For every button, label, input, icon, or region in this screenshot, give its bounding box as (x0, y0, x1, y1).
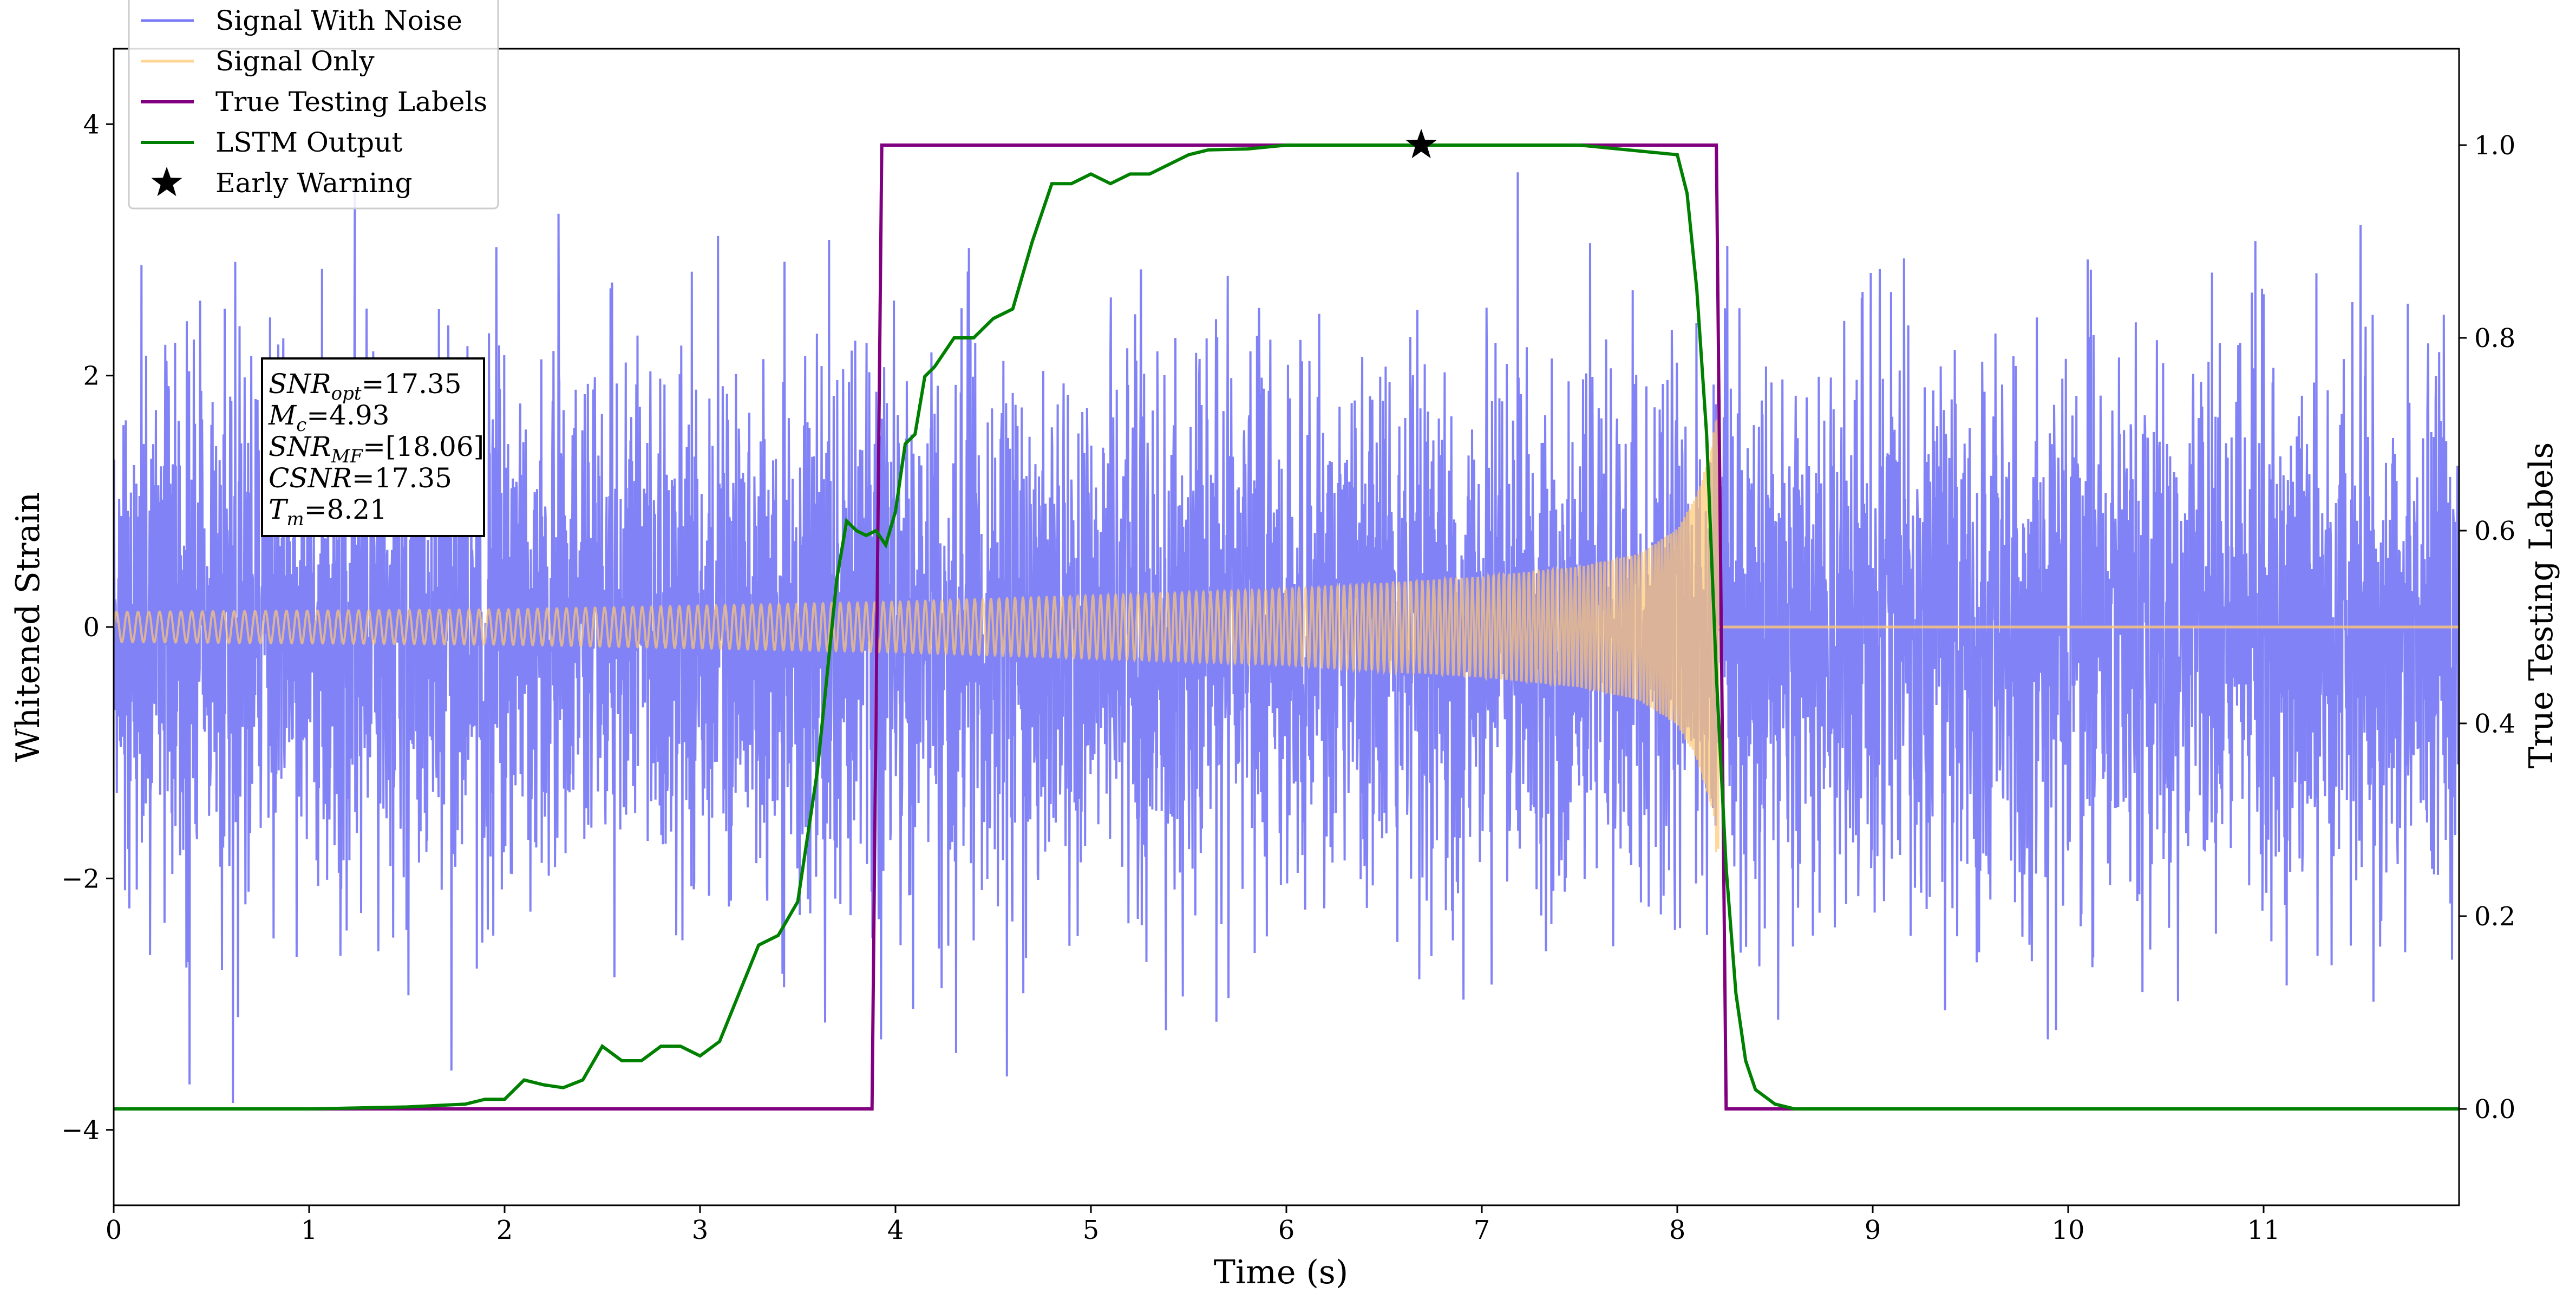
annotation-line: SNRopt=17.35 (269, 368, 462, 404)
legend: Signal With Noise Signal Only True Testing… (128, 0, 499, 210)
y-axis-label: Whitened Strain (9, 492, 47, 762)
annotation-line: CSNR=17.35 (269, 462, 452, 494)
x-tick-label: 8 (1669, 1215, 1686, 1245)
annotation-line: Tm=8.21 (269, 494, 387, 530)
legend-label: True Testing Labels (215, 86, 487, 117)
legend-label: Signal With Noise (215, 5, 462, 36)
x-tick-label: 5 (1083, 1215, 1100, 1245)
y2-tick-label: 1.0 (2474, 130, 2515, 161)
x-tick-label: 11 (2247, 1215, 2280, 1245)
y-tick-label: 0 (83, 612, 100, 643)
y2-tick-label: 0.8 (2474, 323, 2515, 354)
legend-entry: True Testing Labels (141, 86, 487, 117)
legend-label: Early Warning (215, 167, 413, 199)
x-tick-label: 3 (692, 1215, 709, 1245)
x-tick-label: 4 (887, 1215, 904, 1245)
y2-tick-label: 0.0 (2474, 1094, 2515, 1125)
y-tick-label: 4 (83, 109, 100, 140)
legend-entry: LSTM Output (141, 127, 402, 158)
annotation-box: SNRopt=17.35Mc=4.93SNRMF=[18.06]CSNR=17.… (261, 357, 485, 537)
legend-entry: Signal Only (141, 45, 375, 77)
legend-star-marker (151, 167, 182, 197)
x-axis-label: Time (s) (1214, 1253, 1348, 1291)
x-tick-label: 7 (1474, 1215, 1490, 1245)
y2-axis-ticks: 0.0 0.2 0.4 0.6 0.8 1.0 (2459, 130, 2515, 1125)
y2-tick-label: 0.2 (2474, 902, 2515, 932)
x-axis-ticks: 0 1 2 3 4 5 6 7 8 9 10 11 (106, 1205, 2280, 1245)
legend-frame (128, 0, 499, 210)
x-tick-label: 10 (2051, 1215, 2084, 1245)
y2-axis-label: True Testing Labels (2522, 442, 2560, 769)
y-tick-label: −2 (61, 864, 100, 894)
legend-entry: Early Warning (151, 167, 413, 199)
y2-tick-label: 0.6 (2474, 516, 2515, 546)
plot-area (114, 143, 2459, 1111)
x-tick-label: 0 (106, 1215, 122, 1245)
y-tick-label: −4 (61, 1115, 100, 1146)
y-tick-label: 2 (83, 361, 100, 391)
early-warning-star-marker (1405, 129, 1437, 159)
x-tick-label: 9 (1865, 1215, 1881, 1245)
x-tick-label: 1 (301, 1215, 318, 1245)
y-axis-ticks: −4 −2 0 2 4 (61, 109, 114, 1146)
x-tick-label: 6 (1278, 1215, 1295, 1245)
series-signal-with-noise-line (114, 172, 2459, 1103)
annotation-line: Mc=4.93 (268, 400, 389, 436)
legend-entry: Signal With Noise (141, 5, 462, 36)
legend-label: LSTM Output (215, 127, 402, 158)
series-signal-only-line (114, 380, 1719, 853)
series-lstm-output-line (114, 143, 2459, 1111)
y2-tick-label: 0.4 (2474, 709, 2515, 739)
annotation-line: SNRMF=[18.06] (269, 431, 484, 467)
x-tick-label: 2 (496, 1215, 513, 1245)
legend-label: Signal Only (215, 45, 375, 77)
